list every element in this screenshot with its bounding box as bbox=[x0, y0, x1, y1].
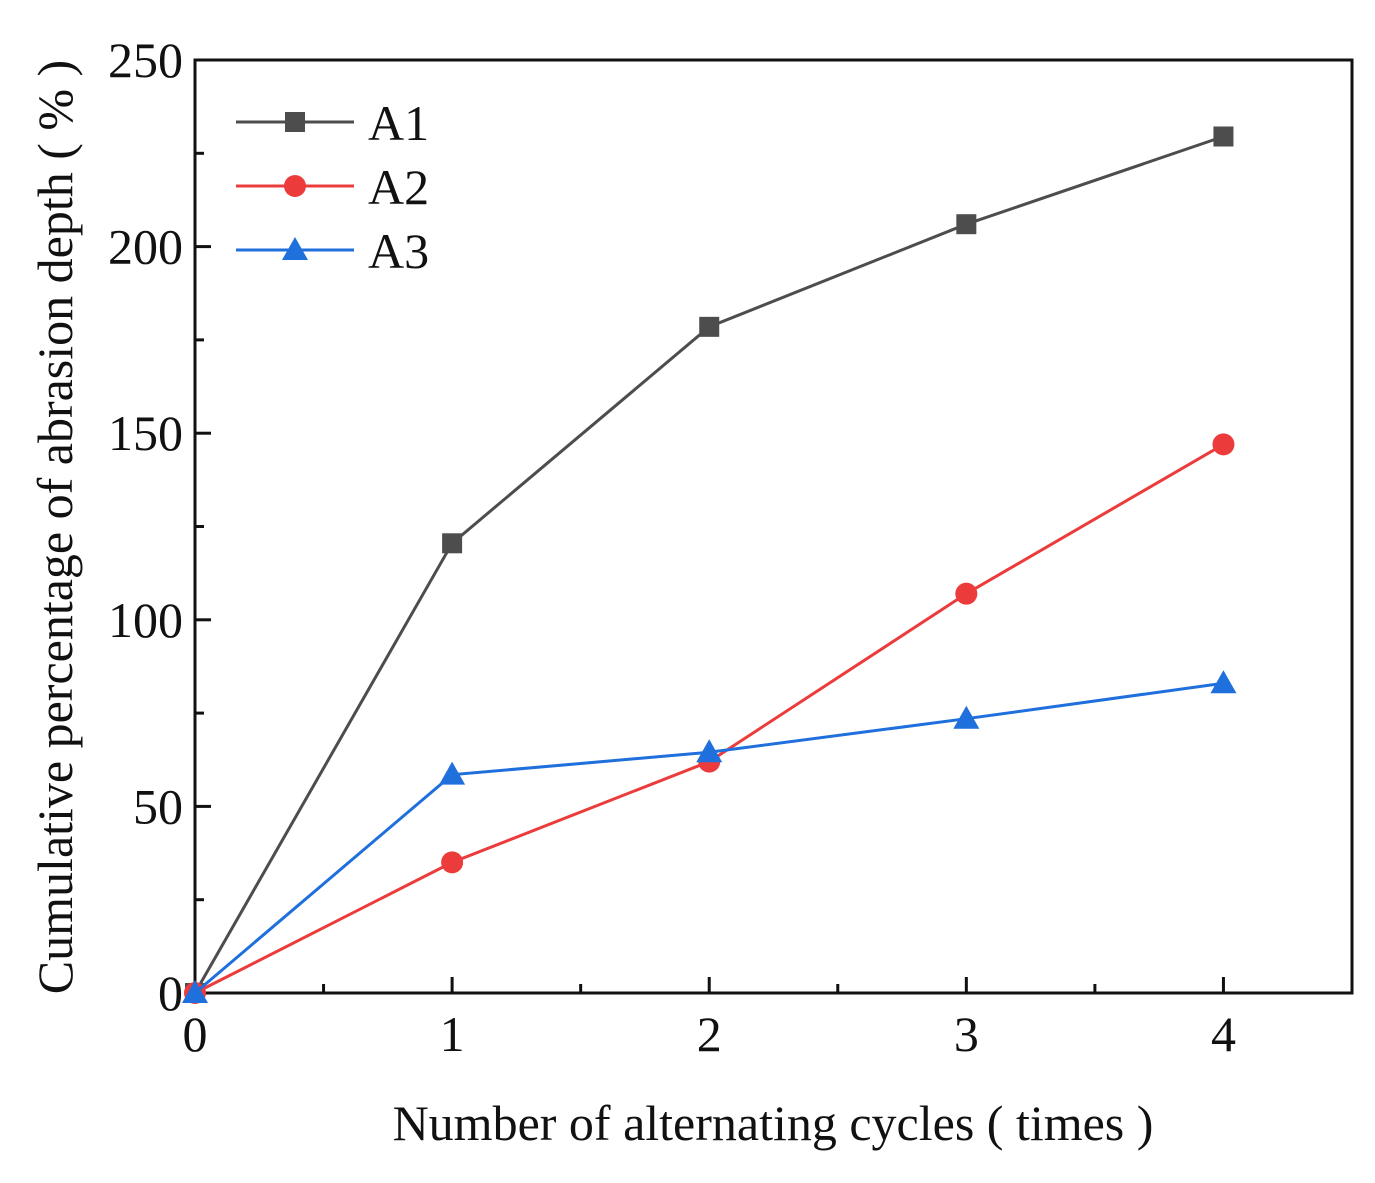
x-tick-label: 0 bbox=[183, 1006, 208, 1062]
y-tick-label: 100 bbox=[108, 592, 183, 648]
data-point-a2 bbox=[1212, 433, 1235, 456]
series-line-a1 bbox=[193, 135, 1224, 994]
series-line-a2 bbox=[194, 443, 1225, 995]
x-tick-label: 3 bbox=[954, 1006, 979, 1062]
y-tick-label: 0 bbox=[158, 965, 183, 1021]
y-axis: 0 50 100 150 200 250 bbox=[108, 32, 211, 1021]
y-tick-label: 150 bbox=[108, 405, 183, 461]
data-point-a1 bbox=[699, 316, 720, 337]
data-point-a1 bbox=[442, 533, 463, 554]
data-point-a3 bbox=[439, 761, 466, 785]
data-point-a2 bbox=[955, 582, 978, 605]
legend-label: A2 bbox=[368, 159, 429, 215]
y-axis-title: Cumulative percentage of abrasion depth … bbox=[27, 60, 83, 994]
x-axis-title: Number of alternating cycles ( times ) bbox=[393, 1095, 1154, 1151]
data-point-a2 bbox=[441, 851, 464, 874]
legend-item-a3: A3 bbox=[236, 223, 429, 279]
x-tick-label: 4 bbox=[1211, 1006, 1236, 1062]
series-a3 bbox=[182, 670, 1237, 1003]
y-tick-label: 200 bbox=[108, 219, 183, 275]
data-point-a3 bbox=[182, 980, 208, 1003]
series-a2 bbox=[184, 433, 1235, 1004]
legend-marker bbox=[282, 237, 308, 260]
legend: A1 A2 A3 bbox=[236, 95, 429, 279]
x-tick-label: 1 bbox=[440, 1006, 465, 1062]
series-layer bbox=[182, 126, 1237, 1004]
data-point-a1 bbox=[956, 214, 977, 235]
x-axis: 0 1 2 3 4 bbox=[183, 977, 1236, 1062]
series-a1 bbox=[185, 126, 1234, 1003]
y-tick-label: 50 bbox=[133, 778, 183, 834]
legend-label: A1 bbox=[368, 95, 429, 151]
legend-item-a1: A1 bbox=[236, 95, 429, 151]
data-point-a3 bbox=[1210, 670, 1237, 694]
legend-marker bbox=[284, 175, 306, 197]
data-point-a1 bbox=[1213, 126, 1234, 147]
series-line-a3 bbox=[194, 681, 1224, 995]
x-tick-label: 2 bbox=[697, 1006, 722, 1062]
data-point-a3 bbox=[696, 739, 723, 763]
legend-label: A3 bbox=[368, 223, 429, 279]
data-point-a3 bbox=[953, 705, 980, 729]
y-tick-label: 250 bbox=[108, 32, 183, 88]
legend-item-a2: A2 bbox=[236, 159, 429, 215]
legend-marker bbox=[285, 112, 305, 132]
